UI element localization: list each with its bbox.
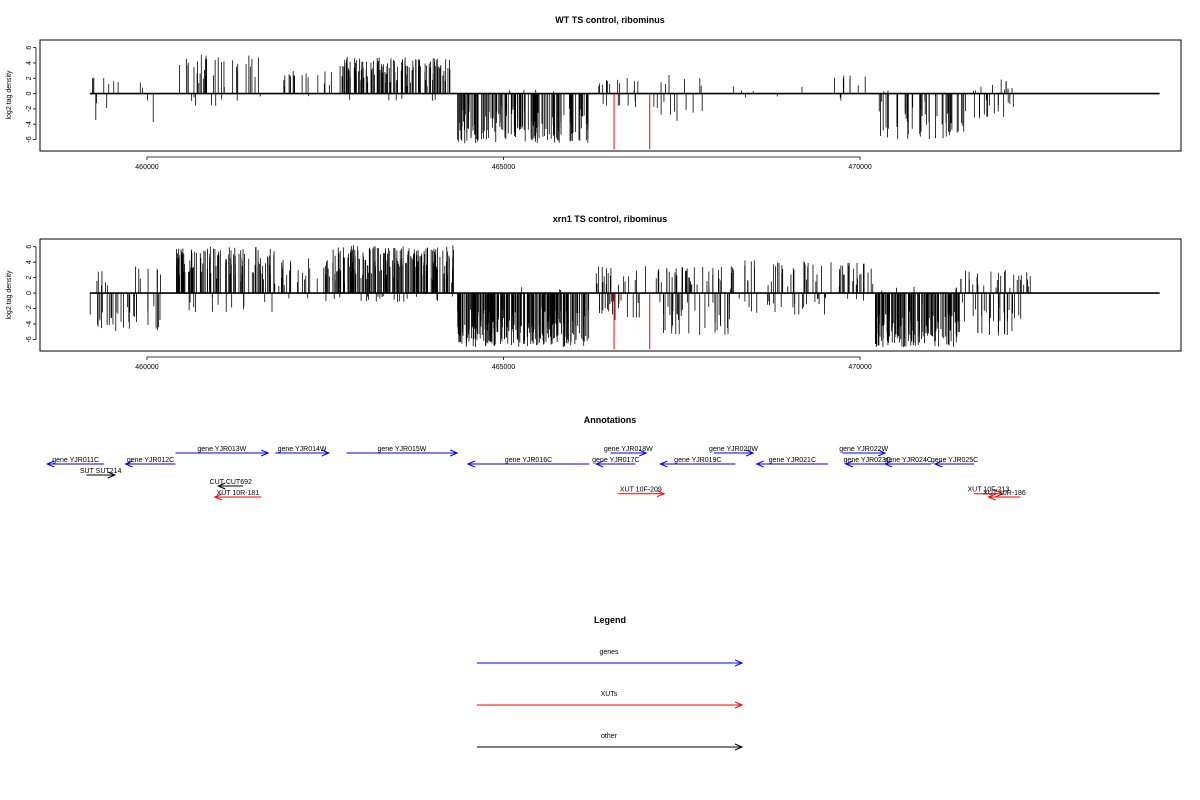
legend-label: genes <box>599 649 619 656</box>
signal-bars <box>89 54 1160 144</box>
signal-bars <box>89 245 1160 348</box>
x-tick-label: 470000 <box>848 364 871 371</box>
x-axis: 460000 465000 470000 <box>135 156 872 171</box>
annotation-arrows: gene YJR011C gene YJR012C gene YJR013W gene… <box>45 446 1026 501</box>
plot-frame <box>39 238 1182 352</box>
annotation-label: gene YJR024C <box>885 457 932 464</box>
y-tick-label: 6 <box>26 245 33 249</box>
x-tick-label: 470000 <box>848 164 871 171</box>
annotation-label: XUT 10R-181 <box>217 490 260 497</box>
annotation-arrowhead <box>659 460 668 468</box>
annotation-arrowhead <box>877 449 887 457</box>
annotation-arrowhead <box>449 449 459 457</box>
annotation-label: gene YJR018W <box>604 446 653 453</box>
y-axis-label: log2 tag density <box>6 70 13 120</box>
red-markers <box>613 293 651 350</box>
annotation-label: gene YJR016C <box>505 457 552 464</box>
annotation-label: gene YJR020W <box>709 446 758 453</box>
y-tick-label: -2 <box>26 106 33 112</box>
annotation-arrowhead <box>107 471 117 479</box>
annotation-label: XUT 10F-209 <box>620 487 662 494</box>
annotation-arrowhead <box>933 460 943 468</box>
legend-arrowhead <box>734 743 744 751</box>
annotation-label: gene YJR014W <box>278 446 327 453</box>
annotation-arrowhead <box>638 449 648 457</box>
y-tick-label: -2 <box>26 305 33 311</box>
annotation-label: gene YJR015W <box>377 446 426 453</box>
y-tick-label: -6 <box>26 136 33 142</box>
annotation-arrowhead <box>755 460 764 468</box>
panel-title: xrn1 TS control, ribominus <box>553 214 668 224</box>
annotation-label: CUT CUT692 <box>210 479 252 486</box>
y-tick-label: 0 <box>26 291 33 295</box>
annotation-arrowhead <box>261 449 270 457</box>
legend-arrowhead <box>734 659 744 667</box>
annotation-arrowhead <box>217 482 226 490</box>
legend: Legend genes XUTs other <box>477 615 744 751</box>
annotation-label: gene YJR022W <box>839 446 888 453</box>
plot-frame <box>39 39 1182 152</box>
legend-label: XUTs <box>601 691 618 698</box>
red-markers <box>613 93 651 150</box>
y-tick-label: 0 <box>26 92 33 96</box>
annotation-label: SUT SUT214 <box>80 468 122 475</box>
y-tick-label: 6 <box>26 46 33 50</box>
legend-title: Legend <box>594 615 626 625</box>
annotation-label: gene YJR021C <box>769 457 816 464</box>
annotation-arrowhead <box>124 460 133 468</box>
x-tick-label: 465000 <box>492 164 515 171</box>
annotation-label: gene YJR023C <box>844 457 891 464</box>
x-tick-label: 465000 <box>492 364 515 371</box>
legend-label: other <box>601 733 618 740</box>
annotation-arrowhead <box>213 493 222 501</box>
y-tick-label: 4 <box>26 260 33 264</box>
y-axis: -6 -4 -2 0 2 4 6 <box>26 46 37 143</box>
annotation-label: gene YJR013W <box>197 446 246 453</box>
annotation-arrowhead <box>987 493 996 501</box>
legend-items: genes XUTs other <box>477 649 744 751</box>
annotation-label: XUT 10R-186 <box>983 490 1026 497</box>
annotations-title: Annotations <box>584 415 637 425</box>
y-tick-label: 2 <box>26 276 33 280</box>
annotation-arrowhead <box>594 460 604 468</box>
annotation-label: gene YJR011C <box>52 457 99 464</box>
annotations-panel: Annotations gene YJR011C gene YJR012Cgene… <box>45 415 1026 501</box>
legend-arrowhead <box>734 701 744 709</box>
y-axis: -6 -4 -2 0 2 4 6 <box>26 245 37 343</box>
annotation-arrowhead <box>656 490 666 498</box>
annotation-arrowhead <box>844 460 854 468</box>
y-tick-label: 4 <box>26 61 33 65</box>
y-tick-label: -4 <box>26 121 33 127</box>
x-axis: 460000 465000 470000 <box>135 356 872 371</box>
x-tick-label: 460000 <box>135 164 158 171</box>
annotation-arrowhead <box>45 460 55 468</box>
annotation-label: gene YJR017C <box>592 457 639 464</box>
annotation-arrowhead <box>883 460 893 468</box>
annotation-arrowhead <box>466 460 476 468</box>
y-tick-label: -6 <box>26 336 33 342</box>
y-axis-label: log2 tag density <box>6 270 13 320</box>
x-tick-label: 460000 <box>135 364 158 371</box>
annotation-arrowhead <box>745 449 755 457</box>
annotation-arrowhead <box>321 449 331 457</box>
annotation-arrowhead <box>995 490 1004 498</box>
panel-wt: WT TS control, ribominus log2 tag densit… <box>6 15 1182 171</box>
y-tick-label: 2 <box>26 76 33 80</box>
annotation-label: gene YJR025C <box>931 457 978 464</box>
annotation-label: gene YJR019C <box>674 457 721 464</box>
panel-title: WT TS control, ribominus <box>555 15 665 25</box>
y-tick-label: -4 <box>26 321 33 327</box>
annotation-label: XUT 10F-213 <box>968 487 1010 494</box>
panel-xrn1: xrn1 TS control, ribominus log2 tag dens… <box>6 214 1182 371</box>
annotation-label: gene YJR012C <box>127 457 174 464</box>
